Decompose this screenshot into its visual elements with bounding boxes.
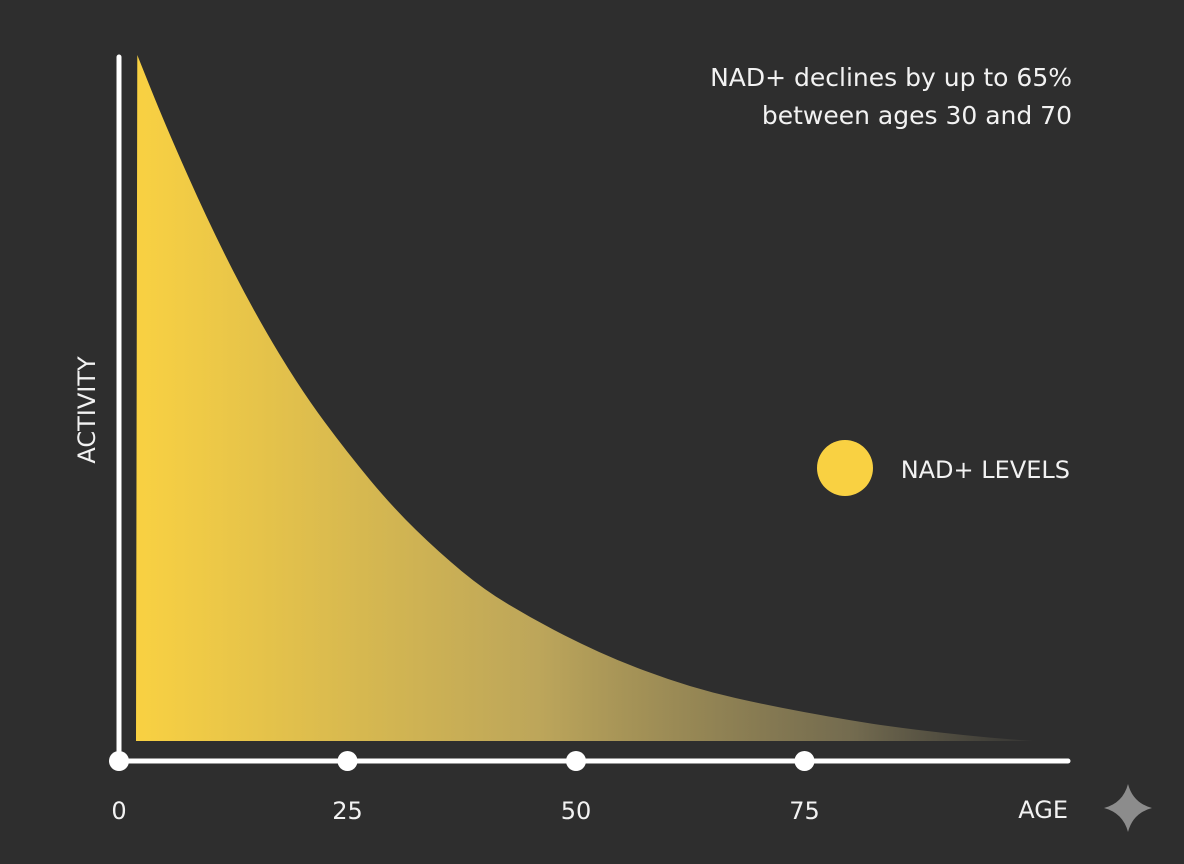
x-tick-25 (337, 751, 358, 771)
legend-marker (817, 440, 873, 496)
x-tick-0 (109, 751, 129, 771)
x-tick-75 (794, 751, 815, 771)
x-axis-label: AGE (1018, 796, 1068, 824)
x-tick-label-50: 50 (561, 797, 592, 825)
x-tick-50 (566, 751, 586, 771)
annotation-line-1: NAD+ declines by up to 65% (710, 63, 1072, 92)
x-tick-label-25: 25 (332, 797, 363, 825)
x-tick-label-75: 75 (789, 797, 820, 825)
nad-levels-area (136, 55, 1033, 741)
sparkle-icon (1104, 784, 1152, 832)
legend-label: NAD+ LEVELS (901, 456, 1070, 484)
x-tick-label-0: 0 (111, 797, 126, 825)
y-axis-label: ACTIVITY (73, 356, 101, 464)
annotation-line-2: between ages 30 and 70 (762, 101, 1072, 130)
